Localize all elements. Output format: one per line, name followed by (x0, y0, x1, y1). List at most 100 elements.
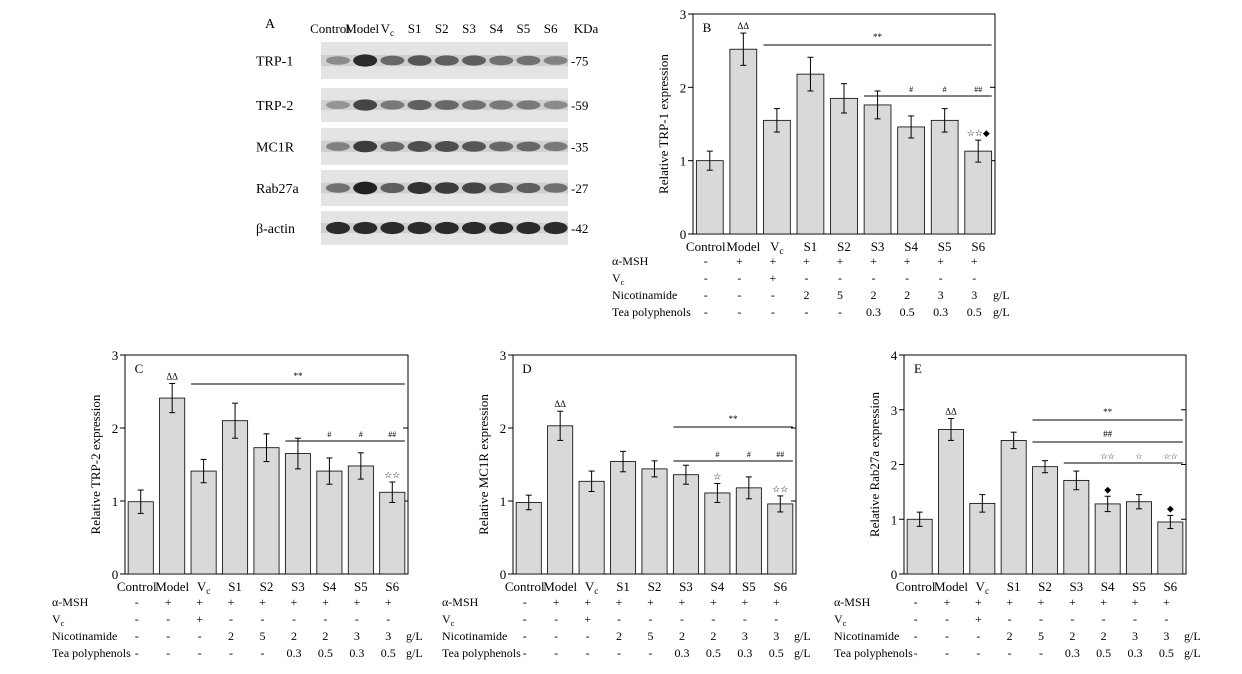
treatment-value: - (680, 612, 684, 626)
treatment-value: + (647, 595, 654, 609)
blot-band (407, 182, 432, 194)
label-main: V (612, 271, 621, 285)
bracket-label: ** (1103, 407, 1113, 417)
bracket-segment-label: # (715, 450, 719, 459)
significance-mark: ◆ (1104, 484, 1111, 494)
treatment-value: - (617, 646, 621, 660)
treatment-value: - (649, 646, 653, 660)
y-tick-label: 3 (500, 348, 507, 363)
treatment-value: 3 (1163, 629, 1169, 643)
blot-band (407, 141, 432, 152)
treatment-value: - (523, 629, 527, 643)
label-main: V (381, 21, 391, 36)
treatment-value: + (741, 595, 748, 609)
blot-protein-label: β-actin (256, 222, 295, 237)
significance-mark: ΔΔ (945, 407, 957, 417)
x-tick-label: Vc (585, 579, 599, 597)
x-tick-label: S3 (871, 239, 885, 254)
bracket-segment-label: ## (776, 450, 784, 459)
blot-lane-label: Model (345, 21, 379, 36)
treatment-value: 0.3 (1128, 646, 1143, 660)
treatment-value: - (774, 612, 778, 626)
treatment-value: - (135, 612, 139, 626)
treatment-unit: g/L (1184, 629, 1201, 643)
bar (547, 425, 574, 575)
treatment-unit: g/L (993, 288, 1010, 302)
bar (1094, 503, 1121, 575)
bar (704, 492, 731, 575)
treatment-value: - (1008, 612, 1012, 626)
label-main: V (585, 579, 595, 594)
blot-band (326, 100, 350, 110)
blot-band (462, 221, 486, 235)
y-axis-label: Relative Rab27a expression (867, 391, 882, 537)
label-subscript: c (594, 587, 598, 597)
treatment-value: + (196, 595, 203, 609)
panel-label: E (914, 361, 922, 376)
blot-strip (321, 88, 568, 122)
bar (253, 447, 280, 575)
blot-band (489, 100, 514, 110)
treatment-label: Nicotinamide (442, 629, 507, 643)
bracket-label: ** (729, 414, 739, 424)
x-tick-label: Control (686, 239, 726, 254)
treatment-value: 2 (679, 629, 685, 643)
treatment-value: + (904, 254, 911, 268)
y-tick-label: 2 (891, 458, 898, 473)
blot-band (489, 141, 514, 152)
treatment-value: + (769, 254, 776, 268)
treatment-unit: g/L (993, 305, 1010, 319)
treatment-value: + (1163, 595, 1170, 609)
blot-lane-label: S2 (435, 21, 449, 36)
blot-protein-label: Rab27a (256, 182, 300, 197)
bar (729, 48, 758, 235)
label-subscript: c (985, 587, 989, 597)
blot-strip (321, 128, 568, 165)
treatment-value: - (743, 612, 747, 626)
bar (763, 119, 791, 235)
x-tick-label: S1 (1007, 579, 1021, 594)
treatment-value: 0.5 (706, 646, 721, 660)
treatment-value: - (704, 305, 708, 319)
bar (938, 429, 964, 575)
label-main: V (976, 579, 986, 594)
treatment-label: Vc (834, 612, 847, 628)
treatment-value: + (975, 595, 982, 609)
y-tick-label: 3 (112, 348, 119, 363)
treatment-value: 0.5 (967, 305, 982, 319)
blot-lane-label: S6 (544, 21, 558, 36)
x-tick-label: S6 (773, 579, 787, 594)
treatment-value: + (736, 254, 743, 268)
treatment-value: + (803, 254, 810, 268)
treatment-value: 2 (1007, 629, 1013, 643)
treatment-value: 3 (354, 629, 360, 643)
bar (1000, 440, 1027, 575)
blot-band (326, 183, 350, 193)
bracket-segment-label: # (943, 85, 947, 94)
treatment-label: Vc (612, 271, 625, 287)
treatment-label: Nicotinamide (834, 629, 899, 643)
label-main: V (442, 612, 451, 626)
blot-kda-label: -42 (571, 221, 588, 236)
treatment-value: 3 (773, 629, 779, 643)
treatment-value: 0.3 (674, 646, 689, 660)
treatment-value: - (198, 629, 202, 643)
blot-protein-label: TRP-2 (256, 99, 293, 114)
significance-mark: ΔΔ (554, 399, 566, 409)
treatment-value: - (737, 305, 741, 319)
bracket-segment-label: ☆☆ (1100, 452, 1114, 461)
treatment-value: - (945, 629, 949, 643)
significance-mark: ☆☆◆ (967, 128, 990, 138)
treatment-value: 0.5 (1096, 646, 1111, 660)
blot-lane-label: S1 (408, 21, 422, 36)
blot-strip (321, 42, 568, 79)
treatment-value: - (914, 629, 918, 643)
treatment-value: - (229, 612, 233, 626)
blot-band (543, 141, 568, 152)
blot-band (353, 221, 378, 235)
treatment-value: 2 (1101, 629, 1107, 643)
label-subscript: c (451, 618, 455, 628)
blot-band (353, 140, 378, 153)
treatment-value: - (976, 629, 980, 643)
